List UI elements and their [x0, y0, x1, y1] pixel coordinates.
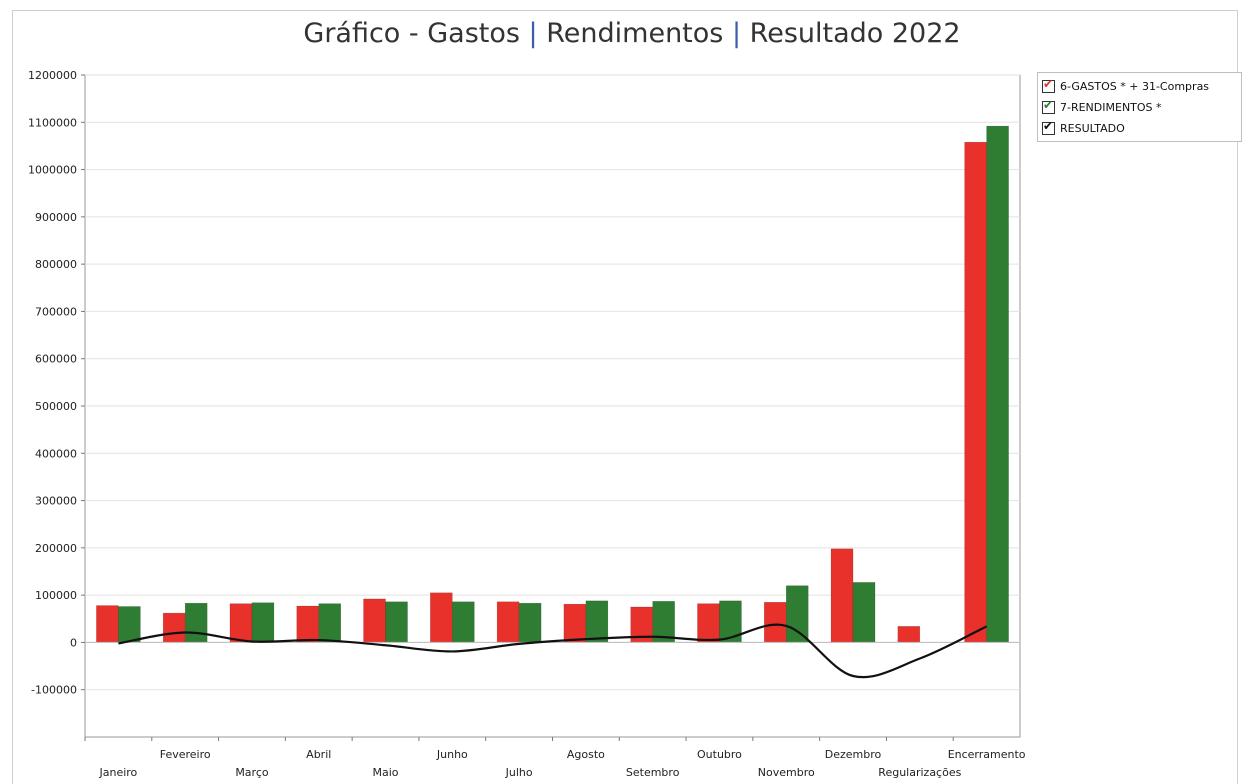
y-tick-label: 600000 — [35, 353, 77, 366]
x-tick-label: Setembro — [626, 766, 680, 779]
legend-item-gastos[interactable]: ✔ 6-GASTOS * + 31-Compras — [1042, 76, 1241, 97]
bar-rendimentos — [852, 582, 876, 643]
bar-rendimentos — [452, 601, 475, 643]
bar-gastos — [296, 605, 319, 643]
x-tick-label: Dezembro — [825, 748, 882, 761]
bar-gastos — [430, 592, 453, 643]
check-icon: ✔ — [1043, 77, 1054, 91]
x-tick-label: Encerramento — [948, 748, 1026, 761]
bar-gastos — [496, 601, 520, 643]
y-tick-label: 800000 — [35, 258, 77, 271]
line-resultado — [118, 623, 988, 679]
check-icon: ✔ — [1043, 119, 1054, 133]
bar-gastos — [697, 603, 720, 643]
bar-rendimentos — [184, 602, 208, 643]
x-tick-label: Regularizações — [878, 766, 961, 779]
x-tick-label: Abril — [306, 748, 331, 761]
legend-checkbox-rendimentos[interactable]: ✔ — [1042, 98, 1055, 114]
x-tick-label: Julho — [505, 766, 533, 779]
y-tick-label: 100000 — [35, 589, 77, 602]
legend-label-resultado: RESULTADO — [1060, 122, 1125, 135]
bar-gastos — [162, 612, 186, 643]
x-tick-label: Fevereiro — [160, 748, 211, 761]
x-tick-label: Março — [235, 766, 269, 779]
bar-rendimentos — [518, 602, 542, 643]
y-tick-label: 700000 — [35, 305, 77, 318]
y-tick-label: 0 — [70, 636, 77, 649]
x-tick-label: Agosto — [567, 748, 605, 761]
title-separator-1: | — [528, 18, 538, 49]
legend-item-resultado[interactable]: ✔ RESULTADO — [1042, 118, 1241, 139]
bar-gastos — [229, 603, 253, 643]
legend-item-rendimentos[interactable]: ✔ 7-RENDIMENTOS * — [1042, 97, 1241, 118]
bar-gastos — [964, 141, 987, 643]
legend-label-rendimentos: 7-RENDIMENTOS * — [1060, 101, 1162, 114]
legend-checkbox-resultado[interactable]: ✔ — [1042, 119, 1055, 135]
y-tick-label: 900000 — [35, 211, 77, 224]
y-tick-label: 1100000 — [28, 116, 77, 129]
bar-rendimentos — [318, 603, 341, 643]
bar-rendimentos — [986, 125, 1009, 643]
y-tick-label: 400000 — [35, 447, 77, 460]
title-part-resultado: Resultado 2022 — [749, 18, 961, 49]
bar-rendimentos — [585, 600, 609, 643]
chart-frame — [12, 10, 1238, 784]
title-separator-2: | — [731, 18, 742, 49]
y-tick-label: 300000 — [35, 495, 77, 508]
legend-checkbox-gastos[interactable]: ✔ — [1042, 77, 1055, 93]
check-icon: ✔ — [1043, 98, 1054, 112]
x-tick-label: Maio — [373, 766, 399, 779]
bar-rendimentos — [786, 585, 809, 643]
bar-rendimentos — [385, 601, 408, 643]
chart-legend: ✔ 6-GASTOS * + 31-Compras ✔ 7-RENDIMENTO… — [1037, 72, 1242, 142]
y-tick-label: 1200000 — [28, 69, 77, 82]
y-tick-label: 200000 — [35, 542, 77, 555]
y-tick-label: 1000000 — [28, 164, 77, 177]
title-part-gastos: Gráfico - Gastos — [303, 18, 520, 49]
bar-rendimentos — [118, 606, 141, 643]
x-tick-label: Outubro — [697, 748, 742, 761]
title-part-rendimentos: Rendimentos — [546, 18, 724, 49]
bar-gastos — [897, 626, 921, 643]
y-tick-label: 500000 — [35, 400, 77, 413]
chart-title: Gráfico - Gastos | Rendimentos | Resulta… — [0, 18, 1250, 49]
x-tick-label: Novembro — [758, 766, 815, 779]
bar-gastos — [363, 598, 386, 643]
bar-gastos — [830, 548, 854, 643]
bar-rendimentos — [251, 602, 275, 643]
bar-gastos — [764, 601, 787, 643]
x-tick-label: Janeiro — [98, 766, 137, 779]
bar-gastos — [563, 603, 587, 643]
legend-label-gastos: 6-GASTOS * + 31-Compras — [1060, 80, 1210, 93]
bar-gastos — [96, 605, 119, 643]
y-tick-label: -100000 — [31, 684, 77, 697]
x-tick-label: Junho — [436, 748, 468, 761]
